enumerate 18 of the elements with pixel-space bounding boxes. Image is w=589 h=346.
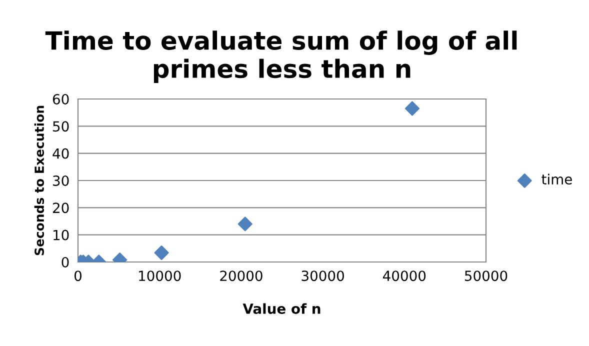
x-tick-label: 10000 bbox=[139, 270, 181, 282]
x-tick-label: 30000 bbox=[302, 270, 344, 282]
y-tick-label: 50 bbox=[53, 121, 69, 132]
y-tick-label: 10 bbox=[54, 230, 69, 240]
y-tick-label: 60 bbox=[52, 94, 69, 104]
point bbox=[404, 101, 420, 116]
x-tick-label: 40000 bbox=[382, 270, 426, 282]
x-tick-label: 20000 bbox=[220, 270, 262, 282]
chart-title: Time to evaluate sum of log of all primes less than n bbox=[45, 30, 517, 83]
x-axis-title: Value of n bbox=[242, 303, 320, 314]
x-tick-label: 0 bbox=[74, 270, 82, 282]
x-tick-label: 50000 bbox=[464, 270, 508, 282]
y-tick-label: 0 bbox=[62, 256, 69, 268]
y-tick-label: 20 bbox=[53, 202, 69, 214]
y-tick-label: 30 bbox=[53, 175, 69, 186]
y-axis-title: Seconds to Execution bbox=[34, 106, 44, 256]
legend-label: time bbox=[542, 174, 572, 185]
y-tick-label: 40 bbox=[52, 148, 69, 159]
